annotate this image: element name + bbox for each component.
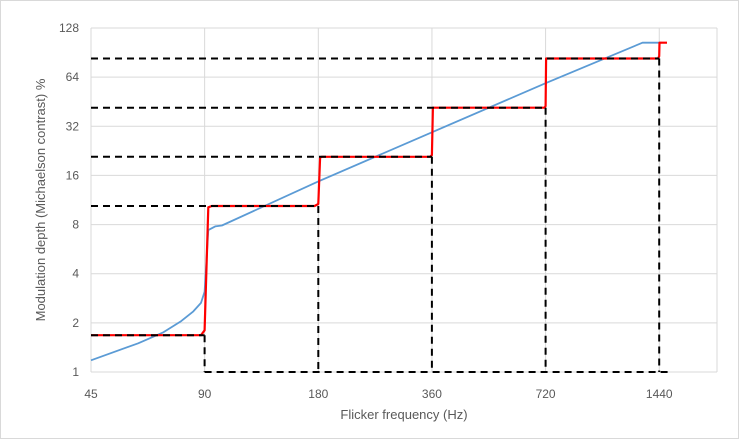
y-tick-label: 4: [72, 267, 79, 281]
y-tick-label: 128: [59, 21, 79, 35]
x-tick-label: 45: [84, 387, 98, 401]
y-tick-label: 64: [66, 70, 80, 84]
y-tick-labels: 1 2 4 8 16 32 64 128: [59, 21, 79, 379]
y-tick-label: 8: [72, 218, 79, 232]
y-axis-title: Modulation depth (Michaelson contrast) %: [33, 78, 48, 321]
series-layer: [90, 41, 670, 373]
y-tick-label: 1: [72, 365, 79, 379]
x-axis-title: Flicker frequency (Hz): [340, 407, 467, 422]
y-tick-label: 2: [72, 316, 79, 330]
x-tick-label: 720: [536, 387, 556, 401]
x-tick-label: 360: [422, 387, 442, 401]
blue-series-line: [90, 41, 662, 362]
red-step-series-line: [91, 41, 667, 337]
y-tick-label: 16: [66, 168, 80, 182]
x-tick-labels: 45 90 180 360 720 1440: [84, 387, 673, 401]
x-tick-label: 1440: [646, 387, 673, 401]
grid-layer: [90, 27, 718, 373]
x-tick-label: 180: [308, 387, 328, 401]
y-tick-label: 32: [66, 119, 80, 133]
x-tick-label: 90: [198, 387, 212, 401]
